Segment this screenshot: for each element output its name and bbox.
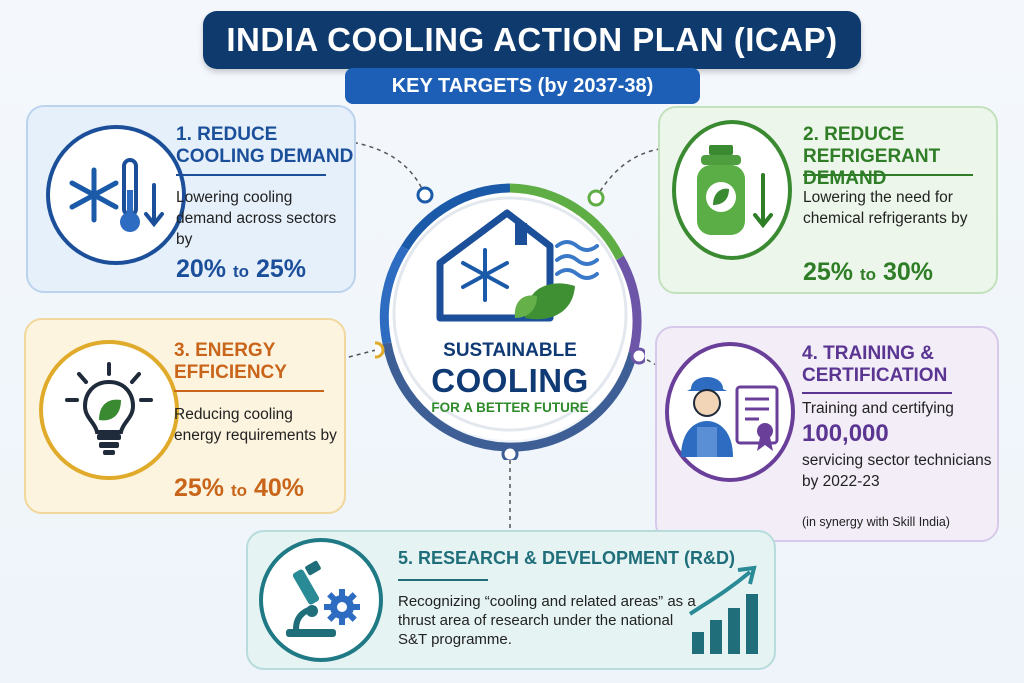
center-line3: FOR A BETTER FUTURE [431, 400, 589, 415]
card-training-certification: 4. TRAINING & CERTIFICATION Training and… [655, 326, 999, 542]
card2-desc: Lowering the need for chemical refrigera… [803, 189, 968, 227]
card2-target-from: 25% [803, 258, 854, 286]
card1-target-to-word: to [233, 262, 250, 281]
house-snowflake-icon [436, 209, 599, 322]
card2-heading-line1: 2. REDUCE [803, 124, 905, 145]
card4-heading: 4. TRAINING & CERTIFICATION [802, 343, 947, 387]
card2-rule [803, 174, 973, 176]
page-subtitle: KEY TARGETS (by 2037-38) [345, 68, 700, 104]
card2-target-to: 30% [883, 258, 934, 286]
card2-heading-line2: REFRIGERANT DEMAND [803, 146, 941, 189]
card5-rule [398, 579, 488, 581]
card4-rule [802, 392, 952, 394]
card3-target-from: 25% [174, 474, 225, 502]
card4-big-number: 100,000 [802, 420, 889, 447]
center-hub: SUSTAINABLE COOLING FOR A BETTER FUTURE [367, 168, 648, 463]
page-title: INDIA COOLING ACTION PLAN (ICAP) [203, 11, 861, 69]
center-ring-graphic [367, 183, 648, 463]
card1-target: 20% to 25% [176, 255, 306, 284]
card1-heading-line1: 1. REDUCE [176, 124, 278, 145]
card3-target-to: 40% [254, 474, 305, 502]
card-research-development: 5. RESEARCH & DEVELOPMENT (R&D) Recogniz… [246, 530, 776, 670]
card-reduce-refrigerant-demand: 2. REDUCE REFRIGERANT DEMAND Lowering th… [658, 106, 998, 294]
card3-desc: Reducing cooling energy requirements by [174, 406, 337, 444]
center-line2: COOLING [431, 362, 589, 399]
card5-desc: Recognizing “cooling and related areas” … [398, 593, 696, 648]
card2-target-to-word: to [860, 265, 877, 284]
center-line1: SUSTAINABLE [443, 340, 577, 361]
card2-heading: 2. REDUCE REFRIGERANT DEMAND [803, 124, 996, 190]
card1-target-to: 25% [256, 255, 307, 283]
card1-heading-line2: COOLING DEMAND [176, 146, 354, 167]
card4-heading-line1: 4. TRAINING & [802, 343, 934, 364]
card-reduce-cooling-demand: 1. REDUCE COOLING DEMAND Lowering coolin… [26, 105, 356, 293]
lightbulb-leaf-icon [39, 340, 179, 480]
card3-heading: 3. ENERGY EFFICIENCY [174, 340, 287, 384]
card-energy-efficiency: 3. ENERGY EFFICIENCY Reducing cooling en… [24, 318, 346, 514]
card4-heading-line2: CERTIFICATION [802, 365, 948, 386]
technician-certificate-icon [665, 342, 795, 482]
card1-rule [176, 174, 326, 176]
bar-chart-growth-icon [688, 565, 758, 654]
card3-heading-line2: EFFICIENCY [174, 362, 287, 383]
card3-rule [174, 390, 324, 392]
snowflake-thermometer-icon [46, 125, 186, 265]
card3-target: 25% to 40% [174, 474, 304, 503]
card4-note: (in synergy with Skill India) [802, 515, 950, 529]
card1-heading: 1. REDUCE COOLING DEMAND [176, 124, 353, 168]
card3-target-to-word: to [231, 481, 248, 500]
refrigerant-cylinder-icon [672, 120, 792, 260]
card4-desc-a: Training and certifying [802, 400, 954, 417]
card2-target: 25% to 30% [803, 258, 933, 287]
card1-desc: Lowering cooling demand across sectors b… [176, 189, 337, 248]
card4-desc-b: servicing sector technicians by 2022-23 [802, 452, 992, 490]
microscope-gear-icon [259, 538, 383, 662]
card3-heading-line1: 3. ENERGY [174, 340, 276, 361]
card5-heading: 5. RESEARCH & DEVELOPMENT (R&D) [398, 548, 736, 568]
card1-target-from: 20% [176, 255, 227, 283]
